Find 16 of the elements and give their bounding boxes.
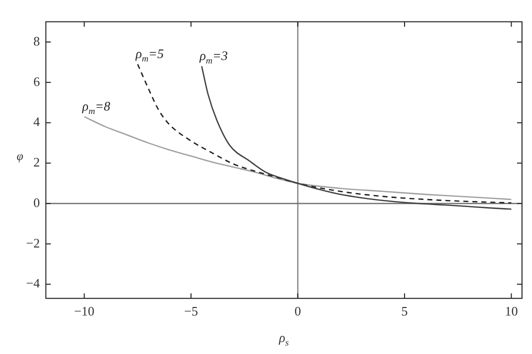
y-axis-title: φ xyxy=(16,149,24,164)
x-tick-label: 10 xyxy=(504,304,518,319)
x-tick-label: −5 xyxy=(184,304,198,319)
x-tick-label: 0 xyxy=(294,304,302,319)
y-tick-label: −2 xyxy=(26,235,40,250)
y-tick-label: 4 xyxy=(33,114,40,130)
y-tick-label: 8 xyxy=(33,33,40,48)
x-tick-label: 5 xyxy=(401,304,408,319)
y-tick-label: 2 xyxy=(33,154,40,170)
y-tick-label: 6 xyxy=(33,74,40,89)
line-series xyxy=(84,116,512,200)
line-series xyxy=(201,66,512,210)
line-series xyxy=(137,64,512,204)
y-tick-label: 0 xyxy=(33,194,40,210)
y-tick-label: −4 xyxy=(26,276,40,291)
x-tick-label: −10 xyxy=(74,304,94,319)
